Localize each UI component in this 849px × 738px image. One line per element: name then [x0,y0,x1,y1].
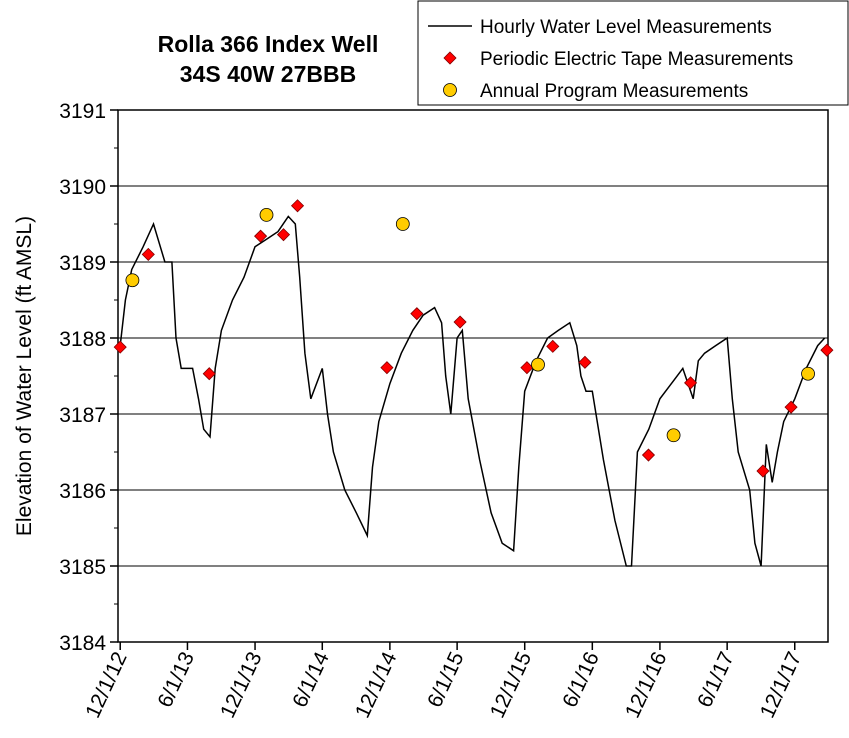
chart-subtitle: 34S 40W 27BBB [180,61,356,87]
x-tick-label: 12/1/17 [756,648,806,721]
tape-point [254,229,268,243]
tape-point [290,199,305,213]
legend-swatch [443,83,457,97]
x-tick-label: 6/1/14 [288,648,334,711]
legend-label: Periodic Electric Tape Measurements [480,49,793,70]
y-tick-label: 3184 [59,632,106,655]
annual-point [259,207,274,222]
tape-point [113,340,127,354]
annual-point [531,357,545,372]
annual-point [395,217,410,231]
annual-point [125,273,140,288]
tape-point [276,228,291,242]
y-tick-label: 3191 [59,100,106,123]
tape-point [641,448,656,462]
tape-point [520,361,534,375]
x-tick-label: 6/1/13 [153,648,199,711]
x-tick-label: 12/1/12 [81,648,131,721]
tape-point [141,247,155,261]
tape-point [453,315,467,329]
x-tick-label: 12/1/13 [216,648,266,721]
legend-label: Annual Program Measurements [480,81,748,102]
tape-point [410,307,424,321]
y-tick-label: 3189 [59,252,106,275]
tape-point [784,400,798,414]
y-tick-label: 3190 [59,176,106,199]
annual-point [801,366,815,381]
tape-point [578,355,592,369]
y-tick-label: 3185 [59,556,106,579]
x-tick-label: 6/1/16 [558,648,604,711]
x-tick-label: 6/1/15 [423,648,469,711]
x-tick-label: 12/1/15 [486,648,536,721]
tape-point [202,367,216,381]
tape-point [546,339,560,353]
legend-swatch [443,51,457,65]
y-tick-label: 3187 [59,404,106,427]
water-level-line [119,215,826,567]
y-tick-label: 3188 [59,328,106,351]
legend-label: Hourly Water Level Measurements [480,17,772,38]
y-axis-label: Elevation of Water Level (ft AMSL) [13,216,36,536]
x-tick-label: 12/1/14 [351,648,402,722]
x-tick-label: 12/1/16 [621,648,671,721]
tape-point [684,376,698,390]
legend-box [417,0,849,106]
chart-title: Rolla 366 Index Well [158,31,379,57]
plot-frame [117,109,829,643]
x-tick-label: 6/1/17 [693,648,739,711]
tape-point [820,343,834,357]
tape-point [380,361,394,375]
annual-point [666,428,681,443]
tape-point [756,464,770,478]
y-tick-label: 3186 [59,480,106,503]
